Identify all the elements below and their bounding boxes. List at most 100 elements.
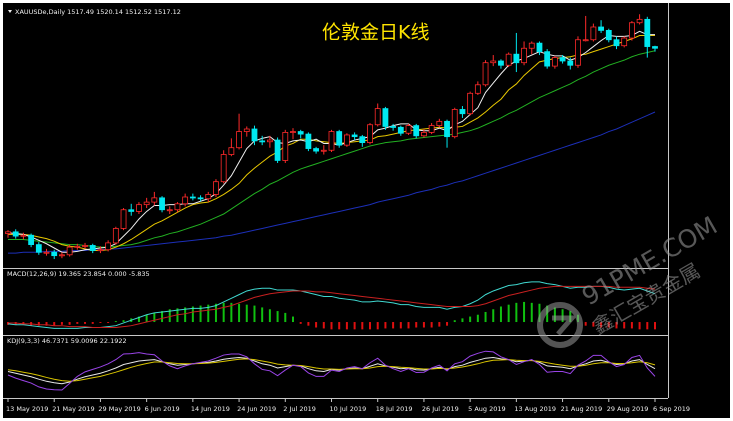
histogram-bar	[369, 322, 372, 330]
x-tick-label: 2 Jul 2019	[283, 405, 316, 413]
candle-body	[413, 125, 420, 137]
candle-body	[344, 134, 350, 146]
candle-body	[359, 136, 366, 143]
candle-body	[105, 242, 112, 251]
histogram-bar	[446, 322, 449, 326]
histogram-bar	[191, 306, 194, 323]
histogram-bar	[630, 322, 633, 329]
candle-body	[367, 124, 373, 144]
histogram-bar	[153, 312, 156, 323]
candle-body	[544, 51, 551, 67]
candle-body	[305, 133, 312, 149]
candle-body	[320, 149, 327, 152]
histogram-bar	[415, 322, 418, 328]
histogram-bar	[376, 322, 379, 330]
chart-title: 伦敦金日K线	[322, 22, 429, 44]
histogram-bar	[238, 303, 241, 323]
histogram-bar	[353, 322, 356, 330]
histogram-bar	[453, 320, 456, 323]
candle-body	[12, 231, 19, 237]
histogram-bar	[592, 322, 595, 327]
x-tick-label: 18 Jul 2019	[376, 405, 413, 413]
candle-body	[582, 39, 589, 42]
candle-body	[220, 154, 227, 183]
histogram-bar	[230, 302, 233, 323]
candle-body	[474, 84, 481, 94]
candle-body	[66, 246, 73, 256]
histogram-bar	[261, 307, 264, 323]
histogram-bar	[476, 314, 479, 323]
candle-body	[228, 147, 235, 155]
candle-body	[259, 140, 266, 143]
histogram-bar	[484, 311, 487, 323]
candle-body	[166, 209, 173, 212]
histogram-bar	[161, 311, 164, 323]
histogram-bar	[538, 303, 541, 323]
candle-body	[644, 18, 651, 47]
candle-body	[521, 47, 527, 64]
histogram-bar	[222, 302, 225, 323]
histogram-bar	[68, 322, 71, 325]
histogram-bar	[315, 322, 318, 328]
candle-body	[205, 194, 212, 200]
candle-body	[397, 126, 404, 134]
histogram-bar	[499, 306, 502, 323]
histogram-bar	[99, 322, 102, 323]
histogram-bar	[199, 305, 202, 323]
histogram-bar	[84, 322, 87, 324]
candle-body	[459, 109, 466, 115]
candle-body	[498, 60, 504, 66]
candle-body	[112, 228, 119, 244]
histogram-bar	[623, 322, 626, 329]
histogram-bar	[646, 322, 649, 330]
candle-body	[159, 197, 165, 211]
candle-body	[282, 131, 289, 161]
histogram-bar	[53, 322, 56, 326]
candle-body	[605, 29, 612, 41]
indicator-line	[7, 358, 656, 382]
histogram-bar	[384, 322, 387, 329]
x-tick-label: 29 Aug 2019	[607, 405, 649, 413]
candle-body	[297, 131, 304, 135]
indicator-line	[7, 281, 656, 329]
candle-body	[482, 62, 489, 86]
candle-body	[197, 197, 204, 200]
histogram-bar	[168, 309, 171, 323]
histogram-bar	[107, 322, 110, 323]
candle-body	[20, 234, 27, 237]
candle-body	[536, 42, 543, 53]
candle-body	[528, 42, 535, 49]
histogram-bar	[268, 309, 271, 323]
histogram-bar	[422, 322, 425, 328]
indicator-line	[8, 285, 656, 329]
candle-body	[444, 120, 450, 138]
histogram-bar	[638, 322, 641, 330]
candle-body	[290, 131, 296, 133]
candle-body	[628, 22, 635, 39]
histogram-bar	[361, 322, 364, 330]
histogram-bar	[530, 302, 533, 323]
candle-body	[575, 39, 581, 66]
watermark-logo	[537, 302, 583, 348]
histogram-bar	[523, 301, 526, 323]
candle-body	[274, 139, 281, 161]
histogram-bar	[284, 312, 287, 323]
symbol-header: XAUUSDe,Daily 1517.49 1520.14 1512.52 15…	[15, 8, 181, 16]
histogram-bar	[114, 321, 117, 323]
candle-body	[313, 148, 319, 152]
candle-body	[559, 57, 566, 62]
candle-body	[74, 245, 81, 248]
indicator-line	[8, 50, 656, 248]
histogram-bar	[207, 304, 210, 323]
histogram-bar	[91, 322, 94, 324]
histogram-bar	[322, 322, 325, 329]
histogram-bar	[137, 316, 140, 323]
indicator-line	[8, 111, 656, 254]
candle-body	[243, 128, 250, 132]
candle-body	[351, 134, 358, 138]
x-tick-label: 6 Jun 2019	[145, 405, 180, 413]
candle-body	[451, 109, 458, 138]
histogram-bar	[600, 322, 603, 328]
histogram-bar	[307, 322, 310, 326]
